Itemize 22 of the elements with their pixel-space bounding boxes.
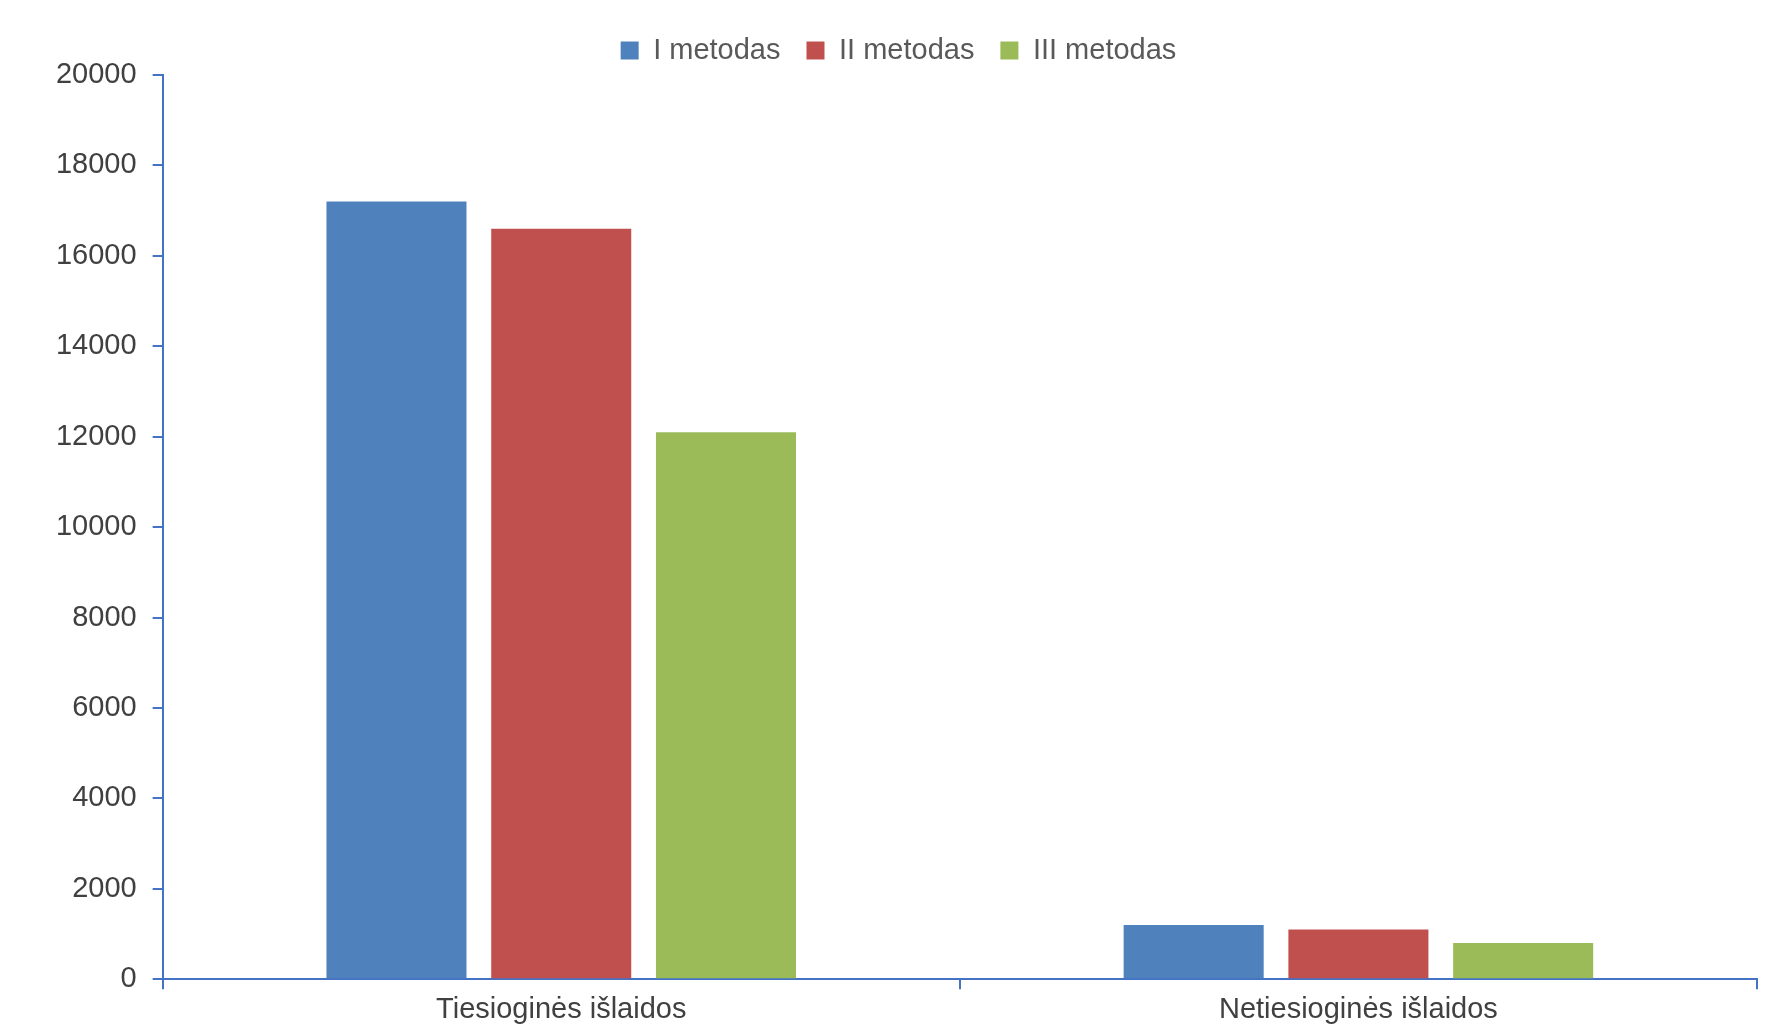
x-tick-label: Tiesioginės išlaidos — [436, 991, 687, 1024]
y-tick-label: 12000 — [55, 418, 137, 451]
y-tick-label: 20000 — [55, 57, 137, 89]
legend-label: II metodas — [838, 32, 975, 65]
legend-label: I metodas — [653, 32, 781, 65]
y-tick-label: 8000 — [72, 599, 137, 632]
x-tick-label: Netiesioginės išlaidos — [1218, 991, 1498, 1024]
bar — [1453, 943, 1594, 979]
bar — [1123, 924, 1264, 979]
y-tick-label: 6000 — [72, 689, 137, 722]
y-tick-label: 16000 — [55, 237, 137, 270]
legend-label: III metodas — [1032, 32, 1177, 65]
y-tick-label: 10000 — [55, 509, 137, 542]
y-tick-label: 2000 — [72, 870, 137, 903]
y-tick-label: 0 — [120, 961, 137, 994]
y-tick-label: 14000 — [55, 328, 137, 361]
bar — [491, 228, 632, 979]
y-tick-label: 4000 — [72, 780, 137, 813]
bar — [655, 432, 796, 979]
bar — [1288, 929, 1429, 979]
y-tick-label: 18000 — [55, 147, 137, 180]
bar — [326, 201, 467, 979]
